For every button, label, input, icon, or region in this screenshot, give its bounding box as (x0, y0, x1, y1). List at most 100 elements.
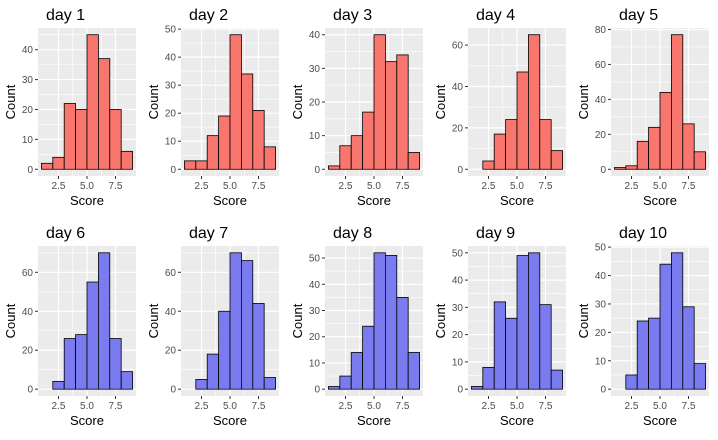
y-tick-label: 0 (457, 165, 463, 176)
y-tick-label: 40 (452, 82, 464, 93)
y-tick-label: 60 (595, 60, 607, 71)
histogram-bar (682, 306, 695, 390)
x-axis-title: Score (70, 413, 104, 428)
x-axis-title: Score (357, 193, 391, 208)
histogram-bar (550, 369, 563, 390)
x-tick-label: 7.5 (682, 401, 696, 412)
chart-title: day 2 (189, 7, 228, 24)
y-tick-label: 30 (309, 64, 321, 75)
y-tick-label: 60 (22, 268, 34, 279)
histogram-bar (396, 54, 409, 170)
histogram-bar (109, 109, 122, 170)
y-tick-label: 20 (452, 123, 464, 134)
histogram-bar (482, 160, 495, 170)
x-axis-title: Score (70, 193, 104, 208)
x-tick-label: 2.5 (339, 401, 353, 412)
histogram-bar (648, 126, 661, 170)
x-tick-label: 5.0 (367, 401, 381, 412)
x-tick-label: 2.5 (52, 181, 66, 192)
histogram-panel-6: day 6 2.5 5.0 7.5 0 20 40 60 Score Count (3, 225, 136, 428)
histogram-bar (229, 252, 242, 390)
histogram-bar (75, 334, 88, 390)
x-tick-label: 7.5 (539, 401, 553, 412)
histogram-bar (516, 255, 529, 390)
histogram-bar (493, 133, 507, 170)
histogram-bar (505, 317, 518, 390)
y-tick-label: 0 (170, 385, 176, 396)
histogram-bar (41, 162, 54, 170)
histogram-bar (693, 151, 706, 170)
y-tick-label: 40 (22, 307, 34, 318)
chart-title: day 8 (333, 225, 372, 242)
x-axis-title: Score (643, 193, 677, 208)
y-tick-label: 50 (309, 254, 321, 265)
histogram-bar (471, 386, 484, 390)
y-tick-label: 20 (22, 105, 34, 116)
histogram-bar (328, 165, 341, 170)
histogram-bar (384, 255, 398, 390)
y-tick-label: 20 (165, 346, 177, 357)
chart-title: day 5 (619, 7, 658, 24)
histogram-panel-9: day 9 2.5 5.0 7.5 0 10 20 30 40 50 Score Count (433, 225, 566, 428)
x-axis-title: Score (213, 193, 247, 208)
histogram-bar (527, 34, 541, 170)
histogram-bar (339, 145, 352, 170)
histogram-bar (670, 34, 684, 170)
y-tick-label: 0 (170, 165, 176, 176)
y-tick-label: 20 (309, 332, 321, 343)
histogram-bar (109, 338, 122, 390)
x-axis-title: Score (500, 413, 534, 428)
histogram-bar (63, 103, 77, 170)
x-tick-label: 2.5 (482, 181, 496, 192)
histogram-bar (505, 119, 518, 170)
histogram-bar (539, 119, 552, 170)
histogram-bar (614, 167, 627, 170)
y-tick-label: 10 (165, 137, 177, 148)
histogram-bar (206, 135, 220, 170)
y-tick-label: 10 (309, 131, 321, 142)
chart-title: day 9 (476, 225, 515, 242)
y-axis-title: Count (576, 303, 591, 338)
histogram-bar (539, 304, 552, 390)
histogram-bar (120, 371, 133, 390)
y-tick-label: 30 (309, 306, 321, 317)
histogram-bar (229, 34, 242, 170)
histogram-bar (52, 380, 65, 390)
histogram-bar (97, 252, 111, 390)
y-axis-title: Count (290, 303, 305, 338)
y-tick-label: 20 (309, 98, 321, 109)
y-tick-label: 40 (309, 280, 321, 291)
y-tick-label: 20 (452, 330, 464, 341)
histogram-panel-2: day 2 2.5 5.0 7.5 0 10 20 30 40 50 Score Count (146, 7, 279, 208)
y-axis-title: Count (3, 84, 18, 119)
x-axis-title: Score (357, 413, 391, 428)
y-tick-label: 20 (595, 130, 607, 141)
x-tick-label: 5.0 (223, 181, 237, 192)
x-axis-title: Score (213, 413, 247, 428)
histogram-bar (659, 263, 672, 390)
y-tick-label: 30 (22, 75, 34, 86)
chart-title: day 10 (619, 225, 667, 242)
histogram-bar (350, 135, 364, 170)
chart-title: day 6 (46, 225, 85, 242)
x-tick-label: 2.5 (482, 401, 496, 412)
histogram-bar (407, 352, 420, 390)
histogram-bar (263, 377, 276, 390)
x-tick-label: 5.0 (80, 181, 94, 192)
x-tick-label: 2.5 (195, 181, 209, 192)
histogram-bar (407, 152, 420, 170)
x-tick-label: 2.5 (625, 181, 639, 192)
y-axis-title: Count (576, 84, 591, 119)
y-tick-label: 30 (165, 81, 177, 92)
y-tick-label: 40 (452, 276, 464, 287)
histogram-bar (516, 71, 529, 170)
histogram-bar (240, 73, 254, 170)
y-tick-label: 60 (165, 268, 177, 279)
x-tick-label: 7.5 (396, 181, 410, 192)
histogram-bar (328, 386, 341, 390)
y-axis-title: Count (146, 303, 161, 338)
histogram-bar (63, 338, 77, 390)
y-axis-title: Count (146, 84, 161, 119)
y-axis-title: Count (433, 303, 448, 338)
histogram-bar (693, 363, 706, 390)
